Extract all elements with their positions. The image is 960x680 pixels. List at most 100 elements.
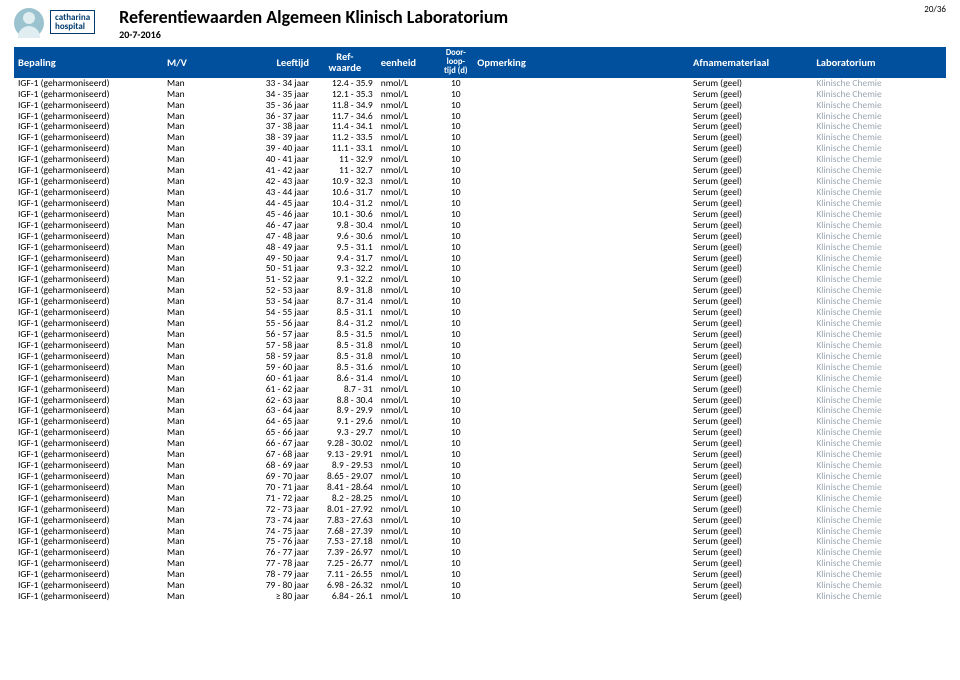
cell-doorloop: 10 bbox=[438, 405, 473, 416]
cell-eenheid: nmol/L bbox=[377, 340, 439, 351]
cell-opmerking bbox=[473, 143, 689, 154]
cell-mv: Man bbox=[163, 307, 235, 318]
cell-opmerking bbox=[473, 253, 689, 264]
cell-eenheid: nmol/L bbox=[377, 536, 439, 547]
cell-lab: Klinische Chemie bbox=[812, 449, 946, 460]
cell-leeftijd: 64 - 65 jaar bbox=[235, 416, 313, 427]
cell-afname: Serum (geel) bbox=[689, 78, 812, 89]
cell-leeftijd: 60 - 61 jaar bbox=[235, 373, 313, 384]
cell-leeftijd: 46 - 47 jaar bbox=[235, 220, 313, 231]
cell-mv: Man bbox=[163, 121, 235, 132]
cell-doorloop: 10 bbox=[438, 526, 473, 537]
cell-opmerking bbox=[473, 220, 689, 231]
cell-leeftijd: 59 - 60 jaar bbox=[235, 362, 313, 373]
table-row: IGF-1 (geharmoniseerd)Man34 - 35 jaar12.… bbox=[14, 89, 946, 100]
table-row: IGF-1 (geharmoniseerd)Man53 - 54 jaar8.7… bbox=[14, 296, 946, 307]
cell-bepaling: IGF-1 (geharmoniseerd) bbox=[14, 569, 163, 580]
cell-eenheid: nmol/L bbox=[377, 504, 439, 515]
cell-doorloop: 10 bbox=[438, 536, 473, 547]
cell-eenheid: nmol/L bbox=[377, 471, 439, 482]
cell-afname: Serum (geel) bbox=[689, 460, 812, 471]
cell-bepaling: IGF-1 (geharmoniseerd) bbox=[14, 100, 163, 111]
cell-opmerking bbox=[473, 351, 689, 362]
cell-bepaling: IGF-1 (geharmoniseerd) bbox=[14, 253, 163, 264]
cell-bepaling: IGF-1 (geharmoniseerd) bbox=[14, 285, 163, 296]
cell-afname: Serum (geel) bbox=[689, 132, 812, 143]
cell-opmerking bbox=[473, 89, 689, 100]
cell-mv: Man bbox=[163, 296, 235, 307]
cell-doorloop: 10 bbox=[438, 253, 473, 264]
cell-doorloop: 10 bbox=[438, 78, 473, 89]
cell-opmerking bbox=[473, 493, 689, 504]
cell-ref: 6.98 - 26.32 bbox=[313, 580, 377, 591]
cell-opmerking bbox=[473, 536, 689, 547]
cell-leeftijd: 66 - 67 jaar bbox=[235, 438, 313, 449]
cell-bepaling: IGF-1 (geharmoniseerd) bbox=[14, 547, 163, 558]
cell-afname: Serum (geel) bbox=[689, 373, 812, 384]
cell-doorloop: 10 bbox=[438, 132, 473, 143]
cell-eenheid: nmol/L bbox=[377, 449, 439, 460]
cell-lab: Klinische Chemie bbox=[812, 220, 946, 231]
cell-opmerking bbox=[473, 471, 689, 482]
cell-leeftijd: 73 - 74 jaar bbox=[235, 515, 313, 526]
cell-ref: 8.2 - 28.25 bbox=[313, 493, 377, 504]
col-doorloop: Door- loop- tijd (d) bbox=[438, 47, 473, 78]
cell-mv: Man bbox=[163, 558, 235, 569]
cell-doorloop: 10 bbox=[438, 100, 473, 111]
cell-ref: 11 - 32.7 bbox=[313, 165, 377, 176]
cell-ref: 9.5 - 31.1 bbox=[313, 242, 377, 253]
cell-bepaling: IGF-1 (geharmoniseerd) bbox=[14, 395, 163, 406]
col-bepaling: Bepaling bbox=[14, 47, 163, 78]
cell-opmerking bbox=[473, 100, 689, 111]
cell-eenheid: nmol/L bbox=[377, 296, 439, 307]
cell-ref: 7.25 - 26.77 bbox=[313, 558, 377, 569]
table-row: IGF-1 (geharmoniseerd)Man51 - 52 jaar9.1… bbox=[14, 274, 946, 285]
cell-doorloop: 10 bbox=[438, 504, 473, 515]
cell-doorloop: 10 bbox=[438, 362, 473, 373]
cell-lab: Klinische Chemie bbox=[812, 471, 946, 482]
cell-eenheid: nmol/L bbox=[377, 89, 439, 100]
cell-afname: Serum (geel) bbox=[689, 220, 812, 231]
table-row: IGF-1 (geharmoniseerd)Man74 - 75 jaar7.6… bbox=[14, 526, 946, 537]
cell-afname: Serum (geel) bbox=[689, 438, 812, 449]
cell-ref: 10.1 - 30.6 bbox=[313, 209, 377, 220]
cell-mv: Man bbox=[163, 438, 235, 449]
cell-bepaling: IGF-1 (geharmoniseerd) bbox=[14, 427, 163, 438]
cell-afname: Serum (geel) bbox=[689, 176, 812, 187]
cell-afname: Serum (geel) bbox=[689, 100, 812, 111]
cell-mv: Man bbox=[163, 416, 235, 427]
cell-leeftijd: 78 - 79 jaar bbox=[235, 569, 313, 580]
cell-afname: Serum (geel) bbox=[689, 242, 812, 253]
cell-bepaling: IGF-1 (geharmoniseerd) bbox=[14, 405, 163, 416]
cell-afname: Serum (geel) bbox=[689, 296, 812, 307]
cell-opmerking bbox=[473, 285, 689, 296]
table-row: IGF-1 (geharmoniseerd)Man76 - 77 jaar7.3… bbox=[14, 547, 946, 558]
cell-ref: 8.9 - 29.9 bbox=[313, 405, 377, 416]
table-row: IGF-1 (geharmoniseerd)Man79 - 80 jaar6.9… bbox=[14, 580, 946, 591]
cell-afname: Serum (geel) bbox=[689, 482, 812, 493]
cell-afname: Serum (geel) bbox=[689, 427, 812, 438]
cell-eenheid: nmol/L bbox=[377, 515, 439, 526]
cell-ref: 8.4 - 31.2 bbox=[313, 318, 377, 329]
cell-eenheid: nmol/L bbox=[377, 547, 439, 558]
cell-mv: Man bbox=[163, 143, 235, 154]
cell-bepaling: IGF-1 (geharmoniseerd) bbox=[14, 274, 163, 285]
cell-leeftijd: 70 - 71 jaar bbox=[235, 482, 313, 493]
cell-mv: Man bbox=[163, 427, 235, 438]
cell-eenheid: nmol/L bbox=[377, 438, 439, 449]
cell-eenheid: nmol/L bbox=[377, 318, 439, 329]
cell-opmerking bbox=[473, 405, 689, 416]
cell-bepaling: IGF-1 (geharmoniseerd) bbox=[14, 132, 163, 143]
cell-afname: Serum (geel) bbox=[689, 580, 812, 591]
table-row: IGF-1 (geharmoniseerd)Man78 - 79 jaar7.1… bbox=[14, 569, 946, 580]
table-row: IGF-1 (geharmoniseerd)Man70 - 71 jaar8.4… bbox=[14, 482, 946, 493]
cell-leeftijd: 58 - 59 jaar bbox=[235, 351, 313, 362]
cell-mv: Man bbox=[163, 253, 235, 264]
cell-opmerking bbox=[473, 231, 689, 242]
table-row: IGF-1 (geharmoniseerd)Man66 - 67 jaar9.2… bbox=[14, 438, 946, 449]
cell-leeftijd: 52 - 53 jaar bbox=[235, 285, 313, 296]
cell-afname: Serum (geel) bbox=[689, 405, 812, 416]
cell-afname: Serum (geel) bbox=[689, 263, 812, 274]
cell-afname: Serum (geel) bbox=[689, 591, 812, 602]
cell-opmerking bbox=[473, 165, 689, 176]
